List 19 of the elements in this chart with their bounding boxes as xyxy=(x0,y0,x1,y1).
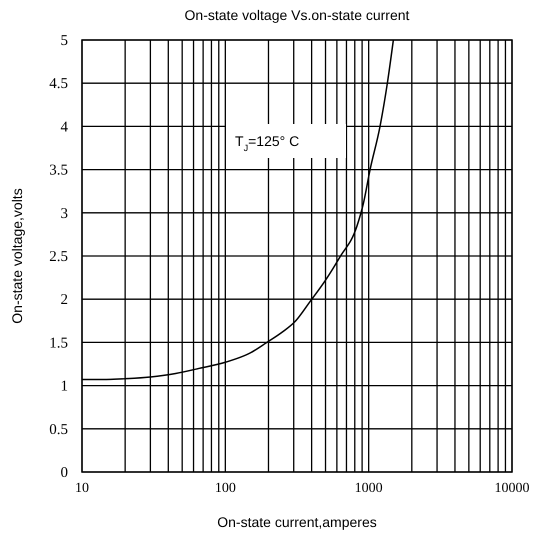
x-tick-label: 10 xyxy=(75,481,89,496)
y-tick-label: 5 xyxy=(60,33,68,49)
annotation: T$_{J}$=125° C xyxy=(235,133,300,153)
y-tick-label: 4.5 xyxy=(49,76,68,92)
x-tick-label: 100 xyxy=(214,481,236,496)
x-axis-title: On-state current,amperes xyxy=(217,514,377,530)
y-tick-label: 3 xyxy=(60,206,68,222)
y-tick-label: 3.5 xyxy=(49,162,68,179)
y-tick-label: 0.5 xyxy=(49,422,68,438)
y-tick-label: 2 xyxy=(60,292,68,308)
y-tick-label: 2.5 xyxy=(49,249,68,265)
y-tick-label: 0 xyxy=(60,465,68,481)
y-axis-title: On-state voltage,volts xyxy=(9,188,25,324)
chart-title: On-state voltage Vs.on-state current xyxy=(184,7,410,23)
y-tick-label: 1 xyxy=(60,378,68,395)
y-tick-label: 4 xyxy=(60,119,68,136)
x-tick-label: 1000 xyxy=(354,481,383,496)
x-tick-label: 10000 xyxy=(494,481,530,496)
y-tick-label: 1.5 xyxy=(49,335,68,352)
